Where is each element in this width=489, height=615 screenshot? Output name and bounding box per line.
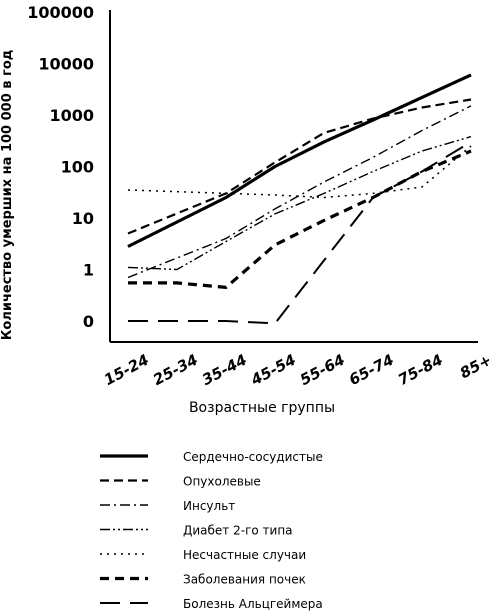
series-line [127,135,472,271]
legend-label: Диабет 2-го типа [183,524,293,538]
y-tick-label: 100 [61,158,94,177]
legend-label: Болезнь Альцгеймера [183,597,323,611]
x-tick-label: 75-84 [395,351,446,389]
series-line [128,141,472,325]
x-tick-label: 15-24 [101,351,152,389]
x-tick-label: 85+ [457,351,489,383]
legend-label: Опухолевые [183,475,261,489]
legend: Сердечно-сосудистые Опухолевые Инсульт Диаб… [100,450,323,611]
x-tick-label: 65-74 [346,351,397,389]
y-tick-label: 10 [72,209,94,228]
y-tick-label: 10000 [38,55,94,74]
legend-label: Сердечно-сосудистые [183,450,323,464]
legend-label: Заболевания почек [183,573,306,587]
legend-label: Несчастные случаи [183,548,306,562]
x-tick-label: 25-34 [150,351,201,389]
series-line [127,105,472,279]
y-tick-label: 0 [83,312,94,331]
x-tick-label: 35-44 [199,351,250,389]
series-line [127,98,472,235]
y-axis-label: Количество умерших на 100 000 в год [0,50,15,340]
series-lines [127,73,472,325]
y-tick-label: 1000 [49,106,94,125]
series-line [128,149,472,289]
y-tick-label: 1 [83,261,94,280]
axes [109,10,478,343]
x-tick-label: 55-64 [297,351,348,389]
y-tick-label: 100000 [27,3,94,22]
legend-label: Инсульт [183,499,235,513]
series-line [127,73,472,248]
x-axis-label: Возрастные группы [189,400,335,416]
x-tick-label: 45-54 [247,351,299,390]
